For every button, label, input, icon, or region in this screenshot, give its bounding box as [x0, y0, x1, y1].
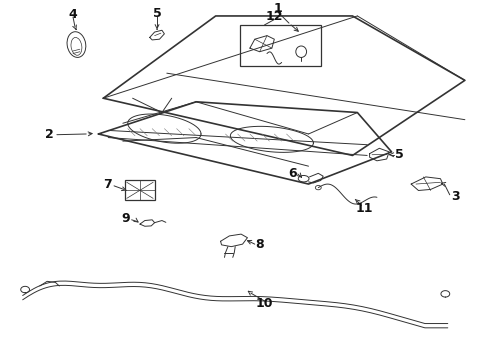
Text: 6: 6	[289, 167, 297, 180]
Text: 5: 5	[153, 6, 161, 19]
Text: 8: 8	[255, 238, 264, 251]
Text: 2: 2	[45, 128, 54, 141]
Text: 5: 5	[394, 148, 403, 161]
Text: 9: 9	[121, 212, 129, 225]
Text: 10: 10	[256, 297, 273, 310]
Text: 3: 3	[451, 190, 460, 203]
Text: 1: 1	[274, 2, 283, 15]
Text: 7: 7	[103, 178, 112, 191]
Text: 12: 12	[266, 10, 283, 23]
Text: 4: 4	[69, 8, 77, 21]
Text: 11: 11	[356, 202, 373, 215]
